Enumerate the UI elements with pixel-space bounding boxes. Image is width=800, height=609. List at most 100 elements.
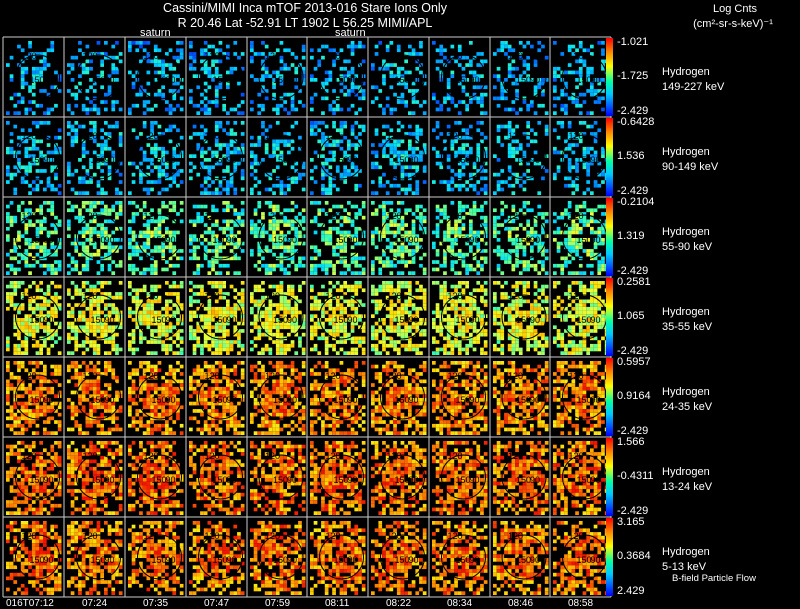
heatmap-cell xyxy=(385,212,390,216)
heatmap-cell xyxy=(128,306,132,311)
heatmap-cell xyxy=(541,245,545,250)
heatmap-cell xyxy=(89,135,93,140)
heatmap-cell xyxy=(457,281,462,285)
heatmap-cell xyxy=(287,299,291,304)
heatmap-cell xyxy=(100,292,104,296)
heatmap-cell xyxy=(257,135,262,140)
heatmap-cell xyxy=(200,59,204,64)
heatmap-cell xyxy=(6,284,10,289)
heatmap-cell xyxy=(396,74,401,78)
heatmap-cell xyxy=(115,215,119,220)
heatmap-cell xyxy=(575,48,579,53)
heatmap-cell xyxy=(385,245,390,250)
heatmap-cell xyxy=(157,89,162,93)
heatmap-cell xyxy=(354,292,359,296)
heatmap-cell xyxy=(39,103,43,108)
heatmap-cell xyxy=(176,310,180,315)
heatmap-cell xyxy=(189,310,193,315)
heatmap-cell xyxy=(354,230,359,235)
heatmap-cell xyxy=(168,89,173,93)
heatmap-cell xyxy=(43,89,47,93)
heatmap-cell xyxy=(279,263,284,268)
heatmap-cell xyxy=(272,267,276,272)
heatmap-cell xyxy=(17,238,21,242)
heatmap-cell xyxy=(504,96,508,101)
heatmap-cell xyxy=(371,267,375,272)
heatmap-cell xyxy=(111,107,116,112)
heatmap-cell xyxy=(419,329,423,333)
heatmap-cell xyxy=(104,351,108,355)
heatmap-cell xyxy=(556,66,561,71)
heatmap-cell xyxy=(298,288,302,293)
heatmap-cell xyxy=(385,63,390,67)
heatmap-cell xyxy=(422,271,427,275)
heatmap-cell xyxy=(408,249,412,253)
heatmap-cell xyxy=(310,48,314,53)
heatmap-cell xyxy=(454,226,458,231)
heatmap-cell xyxy=(229,314,234,318)
heatmap-cell xyxy=(396,314,401,318)
heatmap-cell xyxy=(142,321,147,326)
heatmap-cell xyxy=(294,226,299,231)
heatmap-cell xyxy=(214,281,219,285)
heatmap-cell xyxy=(324,292,329,296)
heatmap-cell xyxy=(250,41,254,45)
heatmap-cell xyxy=(192,252,197,257)
heatmap-cell xyxy=(347,318,351,322)
heatmap-cell xyxy=(28,314,32,318)
heatmap-cell xyxy=(142,215,147,220)
heatmap-cell xyxy=(454,230,458,235)
heatmap-cell xyxy=(24,146,29,151)
heatmap-cell xyxy=(203,150,208,155)
heatmap-cell xyxy=(382,66,386,71)
heatmap-cell xyxy=(46,329,51,333)
heatmap-cell xyxy=(272,238,276,242)
heatmap-cell xyxy=(518,74,523,78)
heatmap-cell xyxy=(480,132,484,136)
heatmap-cell xyxy=(70,329,75,333)
heatmap-cell xyxy=(139,321,143,326)
heatmap-cell xyxy=(279,78,284,82)
heatmap-cell xyxy=(393,176,397,181)
heatmap-cell xyxy=(287,238,291,242)
heatmap-cell xyxy=(313,249,318,253)
heatmap-cell xyxy=(153,271,158,275)
heatmap-cell xyxy=(250,347,254,352)
heatmap-cell xyxy=(283,223,287,227)
heatmap-cell xyxy=(268,124,273,129)
heatmap-cell xyxy=(496,230,501,235)
heatmap-cell xyxy=(454,238,458,242)
heatmap-cell xyxy=(85,180,90,184)
heatmap-cell xyxy=(107,252,112,257)
heatmap-cell xyxy=(70,128,75,133)
heatmap-cell xyxy=(560,241,565,246)
heatmap-cell xyxy=(287,230,291,235)
heatmap-cell xyxy=(354,172,359,177)
heatmap-cell xyxy=(179,169,184,173)
heatmap-cell xyxy=(192,329,197,333)
heatmap-cell xyxy=(179,321,184,326)
heatmap-cell xyxy=(189,169,193,173)
heatmap-cell xyxy=(476,249,481,253)
heatmap-cell xyxy=(371,180,375,184)
heatmap-cell xyxy=(310,332,314,337)
heatmap-cell xyxy=(118,245,123,250)
heatmap-cell xyxy=(560,103,565,108)
heatmap-cell xyxy=(393,256,397,261)
heatmap-cell xyxy=(404,230,408,235)
heatmap-cell xyxy=(9,249,14,253)
heatmap-cell xyxy=(226,146,230,151)
heatmap-cell xyxy=(237,332,241,337)
heatmap-cell xyxy=(150,146,154,151)
heatmap-cell xyxy=(104,208,108,213)
heatmap-cell xyxy=(415,310,420,315)
heatmap-cell xyxy=(511,139,516,144)
heatmap-cell xyxy=(301,165,306,170)
heatmap-cell xyxy=(96,303,101,307)
heatmap-cell xyxy=(275,329,280,333)
heatmap-cell xyxy=(335,143,340,147)
heatmap-cell xyxy=(522,100,527,104)
heatmap-cell xyxy=(128,267,132,272)
heatmap-cell xyxy=(135,204,140,209)
